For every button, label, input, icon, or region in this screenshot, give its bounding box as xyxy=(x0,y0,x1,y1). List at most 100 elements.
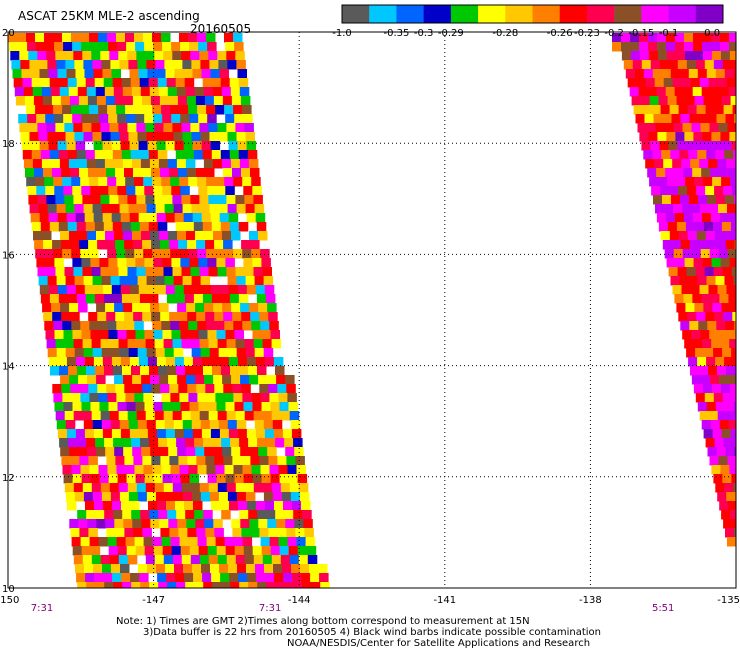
data-cell xyxy=(235,51,245,61)
data-cell xyxy=(31,78,42,88)
data-cell xyxy=(286,528,296,538)
y-tick-label: 16 xyxy=(2,250,15,261)
data-cell xyxy=(66,285,77,295)
data-cell xyxy=(648,51,659,61)
data-cell xyxy=(715,483,725,493)
data-cell xyxy=(695,348,705,358)
data-cell xyxy=(126,402,136,412)
data-cell xyxy=(162,402,172,412)
data-cell xyxy=(89,249,99,259)
data-cell xyxy=(64,267,74,277)
data-cell xyxy=(709,249,720,259)
data-cell xyxy=(88,384,98,394)
data-cell xyxy=(206,465,216,475)
data-cell xyxy=(713,141,723,151)
data-cell xyxy=(688,276,698,286)
data-cell xyxy=(721,303,731,313)
data-cell xyxy=(706,276,716,286)
data-cell xyxy=(293,582,303,588)
data-cell xyxy=(259,528,269,538)
data-cell xyxy=(137,420,148,430)
data-cell xyxy=(192,141,203,151)
data-cell xyxy=(117,114,127,124)
data-cell xyxy=(190,411,201,421)
data-cell xyxy=(723,438,734,448)
data-cell xyxy=(218,492,229,502)
data-cell xyxy=(47,60,57,70)
data-cell xyxy=(136,195,146,205)
data-cell xyxy=(84,357,95,367)
data-cell xyxy=(637,123,647,133)
data-cell xyxy=(27,42,37,52)
data-cell xyxy=(164,492,175,502)
data-cell xyxy=(234,114,244,124)
data-cell xyxy=(217,123,227,133)
data-cell xyxy=(189,546,200,556)
data-cell xyxy=(241,456,251,466)
data-cell xyxy=(185,582,195,588)
data-cell xyxy=(107,33,117,43)
data-cell xyxy=(152,321,162,331)
data-cell xyxy=(8,33,18,43)
data-cell xyxy=(77,510,87,520)
colorbar-swatch xyxy=(614,5,642,23)
colorbar-label: -0.1 xyxy=(659,28,679,39)
data-cell xyxy=(132,96,143,106)
data-cell xyxy=(159,375,169,385)
data-cell xyxy=(181,267,191,277)
data-cell xyxy=(74,60,84,70)
data-cell xyxy=(55,195,65,205)
data-cell xyxy=(639,51,650,61)
data-cell xyxy=(46,339,57,349)
data-cell xyxy=(64,51,74,61)
data-cell xyxy=(262,267,272,277)
data-cell xyxy=(23,159,34,169)
data-cell xyxy=(97,312,107,322)
data-cell xyxy=(734,528,736,538)
x-tick-label: -141 xyxy=(433,595,456,606)
data-cell xyxy=(629,87,640,97)
data-cell xyxy=(184,573,194,583)
data-cell xyxy=(115,528,125,538)
data-cell xyxy=(72,114,82,124)
data-cell xyxy=(40,78,51,88)
data-cell xyxy=(245,276,256,286)
data-cell xyxy=(69,447,79,457)
data-cell xyxy=(197,321,207,331)
data-cell xyxy=(180,402,190,412)
data-cell xyxy=(114,303,124,313)
colorbar-label: -0.3 xyxy=(414,28,434,39)
data-cell xyxy=(124,240,134,250)
data-cell xyxy=(82,267,92,277)
data-cell xyxy=(65,276,76,286)
data-cell xyxy=(219,285,230,295)
data-cell xyxy=(52,240,62,250)
data-cell xyxy=(86,366,96,376)
colorbar-label: -0.15 xyxy=(628,28,654,39)
data-cell xyxy=(203,87,214,97)
data-cell xyxy=(21,141,32,151)
data-cell xyxy=(82,195,92,205)
data-cell xyxy=(53,33,63,43)
data-cell xyxy=(270,402,280,412)
data-cell xyxy=(52,312,62,322)
data-cell xyxy=(79,240,89,250)
data-cell xyxy=(109,267,119,277)
data-cell xyxy=(74,348,85,358)
data-cell xyxy=(198,42,208,52)
data-cell xyxy=(723,186,733,196)
data-cell xyxy=(80,105,90,115)
data-cell xyxy=(133,240,143,250)
data-cell xyxy=(704,267,715,277)
data-cell xyxy=(649,96,660,106)
data-cell xyxy=(97,240,107,250)
data-cell xyxy=(165,429,176,439)
data-cell xyxy=(160,528,170,538)
data-cell xyxy=(61,384,71,394)
data-cell xyxy=(78,96,89,106)
data-cell xyxy=(256,294,267,304)
data-cell xyxy=(85,573,95,583)
data-cell xyxy=(666,258,677,268)
data-cell xyxy=(168,519,178,529)
data-cell xyxy=(62,321,72,331)
